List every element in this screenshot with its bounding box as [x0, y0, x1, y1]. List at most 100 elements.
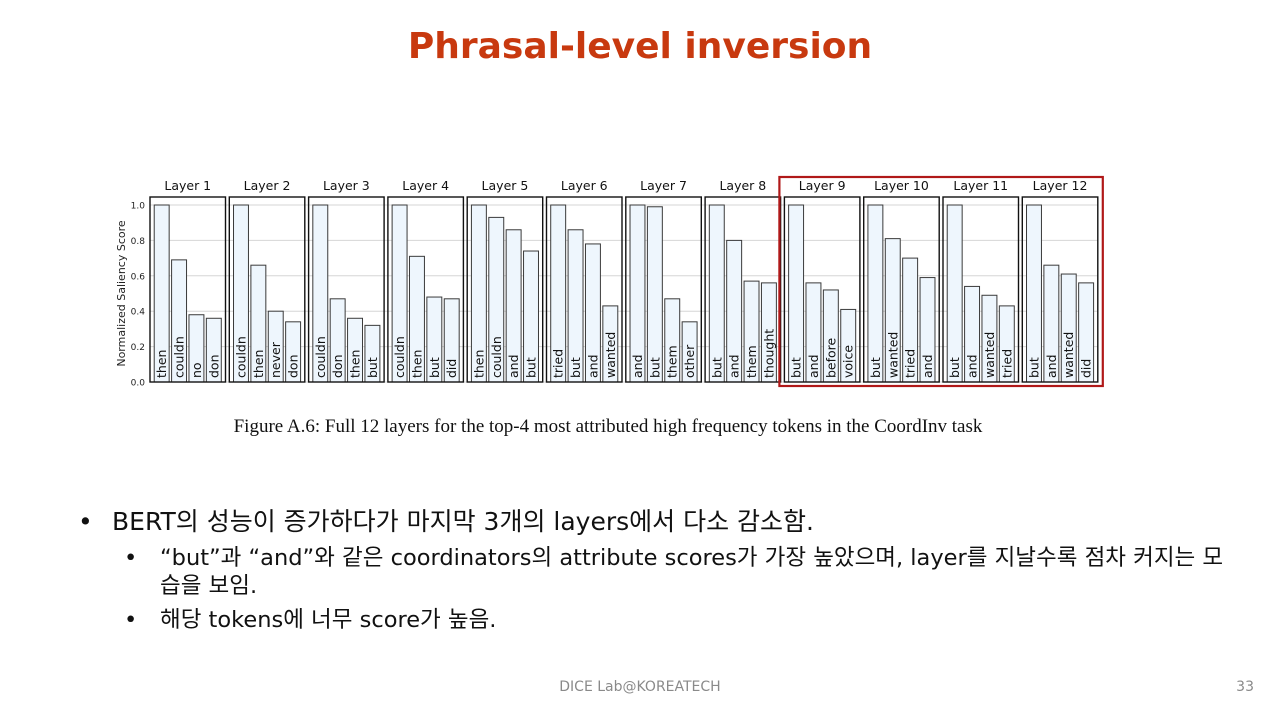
bullet-list: • BERT의 성능이 증가하다가 마지막 3개의 layers에서 다소 감소…	[78, 506, 1228, 634]
saliency-chart: Normalized Saliency Score 0.0 0.2 0.4 0.6 0.8…	[115, 175, 1104, 389]
bar-token-label: couldn	[313, 336, 328, 378]
bar-token-label: then	[409, 350, 424, 378]
bar-token-label: then	[348, 350, 363, 378]
panel-frame	[149, 196, 227, 383]
y-tick-label: 0.2	[131, 343, 145, 353]
bar-token-label: and	[1044, 354, 1059, 378]
panel-frame	[307, 196, 385, 383]
sub-bullet-text: 해당 tokens에 너무 score가 높음.	[160, 607, 497, 633]
panel-frame	[783, 196, 861, 383]
panel-12: Layer 12 but and wanted did	[1021, 178, 1099, 383]
bar-token-label: and	[630, 354, 645, 378]
panel-title: Layer 11	[953, 178, 1008, 193]
bar-token-label: but	[647, 357, 662, 378]
panel-title: Layer 3	[323, 178, 370, 193]
panel-title: Layer 6	[561, 178, 608, 193]
bar	[867, 204, 884, 383]
panel-title: Layer 5	[482, 178, 529, 193]
bar-token-label: couldn	[489, 336, 504, 378]
panel-6: Layer 6 tried but and wanted	[545, 178, 623, 383]
bar	[1026, 204, 1042, 383]
bullet-dot-icon: •	[78, 507, 93, 536]
sub-bullet-item: • 해당 tokens에 너무 score가 높음.	[78, 606, 1228, 634]
panel-5: Layer 5 then couldn and but	[466, 178, 544, 383]
y-tick-label: 0.6	[131, 272, 146, 282]
bar-token-label: and	[506, 354, 521, 378]
panel-frame	[466, 196, 544, 383]
bar-token-label: and	[806, 354, 821, 378]
panel-frame	[545, 196, 623, 383]
panel-frame	[1021, 196, 1099, 383]
panel-title: Layer 10	[874, 178, 929, 193]
bullet-text: BERT의 성능이 증가하다가 마지막 3개의 layers에서 다소 감소함.	[112, 507, 814, 536]
slide-title: Phrasal-level inversion	[407, 26, 873, 67]
panel-title: Layer 1	[164, 178, 211, 193]
bar-token-label: but	[947, 357, 962, 378]
panel-4: Layer 4 couldn then but did	[387, 178, 465, 383]
panel-frame	[942, 196, 1020, 383]
y-tick-label: 1.0	[131, 202, 146, 212]
bar-token-label: them	[744, 345, 759, 378]
bar-token-label: don	[330, 354, 345, 378]
bar-token-label: and	[920, 354, 935, 378]
bullet-dot-icon: •	[124, 545, 138, 571]
bar-token-label: but	[789, 357, 804, 378]
bar-token-label: then	[154, 350, 169, 378]
bar-token-label: wanted	[982, 332, 997, 378]
bar-token-label: wanted	[885, 332, 900, 378]
panel-8: Layer 8 but and them thought	[704, 178, 782, 383]
bar-token-label: and	[585, 354, 600, 378]
panel-title: Layer 4	[402, 178, 449, 193]
bar-token-label: but	[365, 357, 380, 378]
panel-title: Layer 2	[244, 178, 291, 193]
panel-2: Layer 2 couldn then never don	[228, 178, 306, 383]
bar-token-label: couldn	[172, 336, 187, 378]
figure-caption: Figure A.6: Full 12 layers for the top-4…	[233, 416, 983, 437]
footer-text: DICE Lab@KOREATECH	[559, 679, 721, 695]
panel-3: Layer 3 couldn don then but	[307, 178, 385, 383]
bar	[708, 204, 725, 383]
bar	[788, 204, 805, 383]
panel-frame	[704, 196, 782, 383]
bar-token-label: but	[709, 357, 724, 378]
bar	[946, 204, 963, 383]
bullet-dot-icon: •	[124, 607, 138, 633]
highlight-box	[778, 175, 1104, 388]
bar-token-label: tried	[999, 349, 1014, 378]
y-tick-label: 0.4	[131, 308, 146, 318]
bar-token-label: then	[471, 350, 486, 378]
panel-title: Layer 8	[719, 178, 766, 193]
y-tick-label: 0.8	[131, 237, 146, 247]
bar-token-label: voice	[841, 345, 856, 378]
bar-token-label: couldn	[392, 336, 407, 378]
panel-frame	[625, 196, 702, 383]
panel-frame	[387, 196, 465, 383]
panel-10: Layer 10 but wanted tried and	[863, 178, 940, 383]
bar-token-label: don	[206, 354, 221, 378]
y-axis-label: Normalized Saliency Score	[115, 220, 128, 367]
bar-token-label: but	[427, 357, 442, 378]
bar	[646, 206, 663, 383]
panel-frame	[228, 196, 306, 383]
panel-title: Layer 9	[799, 178, 846, 193]
page-number: 33	[1236, 679, 1254, 695]
panel-title: Layer 7	[640, 178, 687, 193]
bar-token-label: did	[444, 359, 459, 378]
bar-token-label: but	[524, 357, 539, 378]
panel-7: Layer 7 and but them other	[625, 178, 702, 383]
bar-token-label: them	[665, 345, 680, 378]
bar-token-label: never	[268, 341, 283, 378]
bar-token-label: but	[568, 357, 583, 378]
bar-token-label: thought	[761, 329, 776, 378]
bar-token-label: other	[682, 344, 697, 378]
panel-frame	[863, 196, 940, 383]
panel-title: Layer 12	[1033, 178, 1088, 193]
bar-token-label: tried	[903, 349, 918, 378]
bar-token-label: tried	[551, 349, 566, 378]
bar-token-label: no	[189, 362, 204, 378]
panel-1: Layer 1 then couldn no don	[149, 178, 227, 383]
bar-token-label: and	[727, 354, 742, 378]
bar-token-label: and	[965, 354, 980, 378]
bar-token-label: wanted	[603, 332, 618, 378]
sub-bullet-text: “but”과 “and”와 같은 coordinators의 attribute…	[160, 545, 1224, 599]
